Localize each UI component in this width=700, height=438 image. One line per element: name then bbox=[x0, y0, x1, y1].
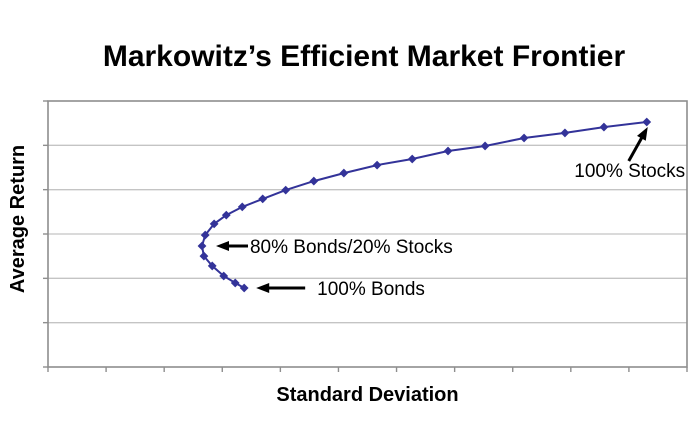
annotation-arrow-head bbox=[637, 127, 648, 141]
data-point-diamond bbox=[219, 271, 229, 281]
annotation-label-100-bonds: 100% Bonds bbox=[317, 279, 425, 300]
y-axis-ticks bbox=[43, 100, 48, 368]
data-point-diamond bbox=[642, 117, 652, 127]
frontier-markers bbox=[197, 117, 652, 293]
data-point-diamond bbox=[207, 261, 217, 271]
data-point-diamond bbox=[560, 128, 570, 138]
annotation-100-bonds: 100% Bonds bbox=[256, 279, 425, 300]
data-point-diamond bbox=[197, 241, 207, 251]
annotation-label-80-bonds-20-stocks: 80% Bonds/20% Stocks bbox=[250, 237, 453, 258]
data-point-diamond bbox=[407, 154, 417, 164]
data-point-diamond bbox=[230, 278, 240, 288]
grid-lines bbox=[48, 144, 687, 324]
data-point-diamond bbox=[443, 146, 453, 156]
data-point-diamond bbox=[209, 219, 219, 229]
annotation-80-bonds-20-stocks: 80% Bonds/20% Stocks bbox=[215, 237, 453, 258]
data-point-diamond bbox=[519, 133, 529, 143]
data-point-diamond bbox=[258, 194, 268, 204]
annotation-arrow-head bbox=[215, 240, 229, 251]
data-point-diamond bbox=[221, 210, 231, 220]
frontier-line bbox=[200, 121, 647, 289]
data-point-diamond bbox=[281, 185, 291, 195]
annotation-label-100-stocks: 100% Stocks bbox=[574, 161, 685, 182]
x-axis-title: Standard Deviation bbox=[276, 384, 459, 406]
x-axis-ticks bbox=[47, 367, 688, 372]
chart-title: Markowitz’s Efficient Market Frontier bbox=[102, 40, 626, 73]
data-point-diamond bbox=[372, 160, 382, 170]
data-point-diamond bbox=[199, 251, 209, 261]
data-point-diamond bbox=[599, 122, 609, 132]
data-point-diamond bbox=[200, 230, 210, 240]
annotation-100-stocks: 100% Stocks bbox=[574, 127, 685, 182]
data-point-diamond bbox=[480, 141, 490, 151]
data-point-diamond bbox=[239, 283, 249, 293]
data-point-diamond bbox=[339, 168, 349, 178]
data-point-diamond bbox=[237, 202, 247, 212]
data-point-diamond bbox=[309, 176, 319, 186]
annotation-arrow-head bbox=[256, 282, 270, 293]
annotation-arrow-shaft bbox=[627, 135, 644, 162]
